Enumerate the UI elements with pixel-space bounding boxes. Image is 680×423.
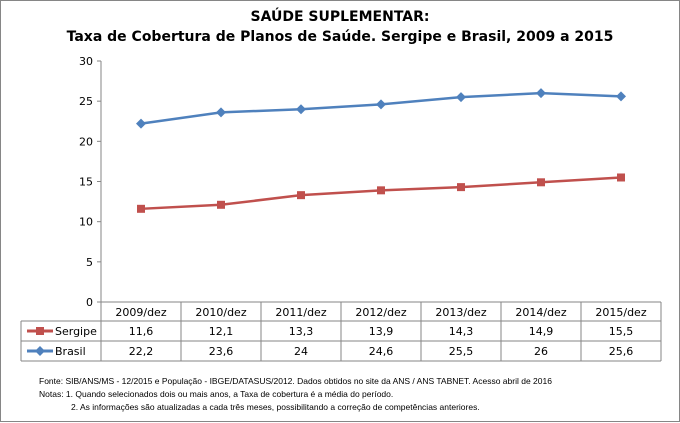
data-point (456, 92, 466, 103)
table-cell: 11,6 (129, 325, 154, 338)
note-2: 2. As informações são atualizadas a cada… (71, 402, 480, 412)
legend-label: Sergipe (55, 325, 97, 338)
y-tick-label: 0 (86, 296, 93, 309)
table-cell: 12,1 (209, 325, 234, 338)
table-cell: 14,3 (449, 325, 474, 338)
table-cell: 26 (534, 345, 548, 358)
y-tick-label: 5 (86, 256, 93, 269)
table-cell: 25,6 (609, 345, 634, 358)
y-tick-label: 10 (79, 216, 93, 229)
table-cell: 23,6 (209, 345, 234, 358)
x-tick-label: 2010/dez (195, 306, 246, 319)
note-1: Notas: 1. Quando selecionados dois ou ma… (39, 389, 394, 399)
table-cell: 24 (294, 345, 308, 358)
x-tick-label: 2015/dez (595, 306, 646, 319)
x-tick-label: 2009/dez (115, 306, 166, 319)
x-tick-label: 2012/dez (355, 306, 406, 319)
table-cell: 24,6 (369, 345, 394, 358)
y-tick-label: 30 (79, 55, 93, 68)
legend-square-marker-icon (36, 327, 44, 335)
data-point (136, 118, 146, 129)
x-tick-label: 2011/dez (275, 306, 326, 319)
data-point (137, 204, 145, 213)
y-tick-label: 15 (79, 176, 93, 189)
table-cell: 15,5 (609, 325, 634, 338)
y-tick-label: 20 (79, 135, 93, 148)
legend-label: Brasil (55, 345, 86, 358)
x-tick-label: 2014/dez (515, 306, 566, 319)
data-point (616, 91, 626, 102)
data-point (376, 99, 386, 110)
data-point (536, 88, 546, 99)
data-point (377, 186, 385, 195)
table-cell: 22,2 (129, 345, 154, 358)
data-point (297, 191, 305, 200)
data-point (457, 183, 465, 192)
data-point (617, 173, 625, 182)
y-tick-label: 25 (79, 95, 93, 108)
x-tick-label: 2013/dez (435, 306, 486, 319)
data-point (537, 178, 545, 187)
table-cell: 25,5 (449, 345, 474, 358)
data-point (216, 107, 226, 118)
chart-title: SAÚDE SUPLEMENTAR: (250, 9, 430, 25)
legend-diamond-marker-icon (35, 346, 45, 356)
table-cell: 13,3 (289, 325, 314, 338)
table-cell: 13,9 (369, 325, 394, 338)
table-cell: 14,9 (529, 325, 554, 338)
data-point (296, 104, 306, 115)
data-point (217, 200, 225, 209)
chart-subtitle: Taxa de Cobertura de Planos de Saúde. Se… (66, 29, 614, 45)
source-note: Fonte: SIB/ANS/MS - 12/2015 e População … (39, 376, 552, 386)
